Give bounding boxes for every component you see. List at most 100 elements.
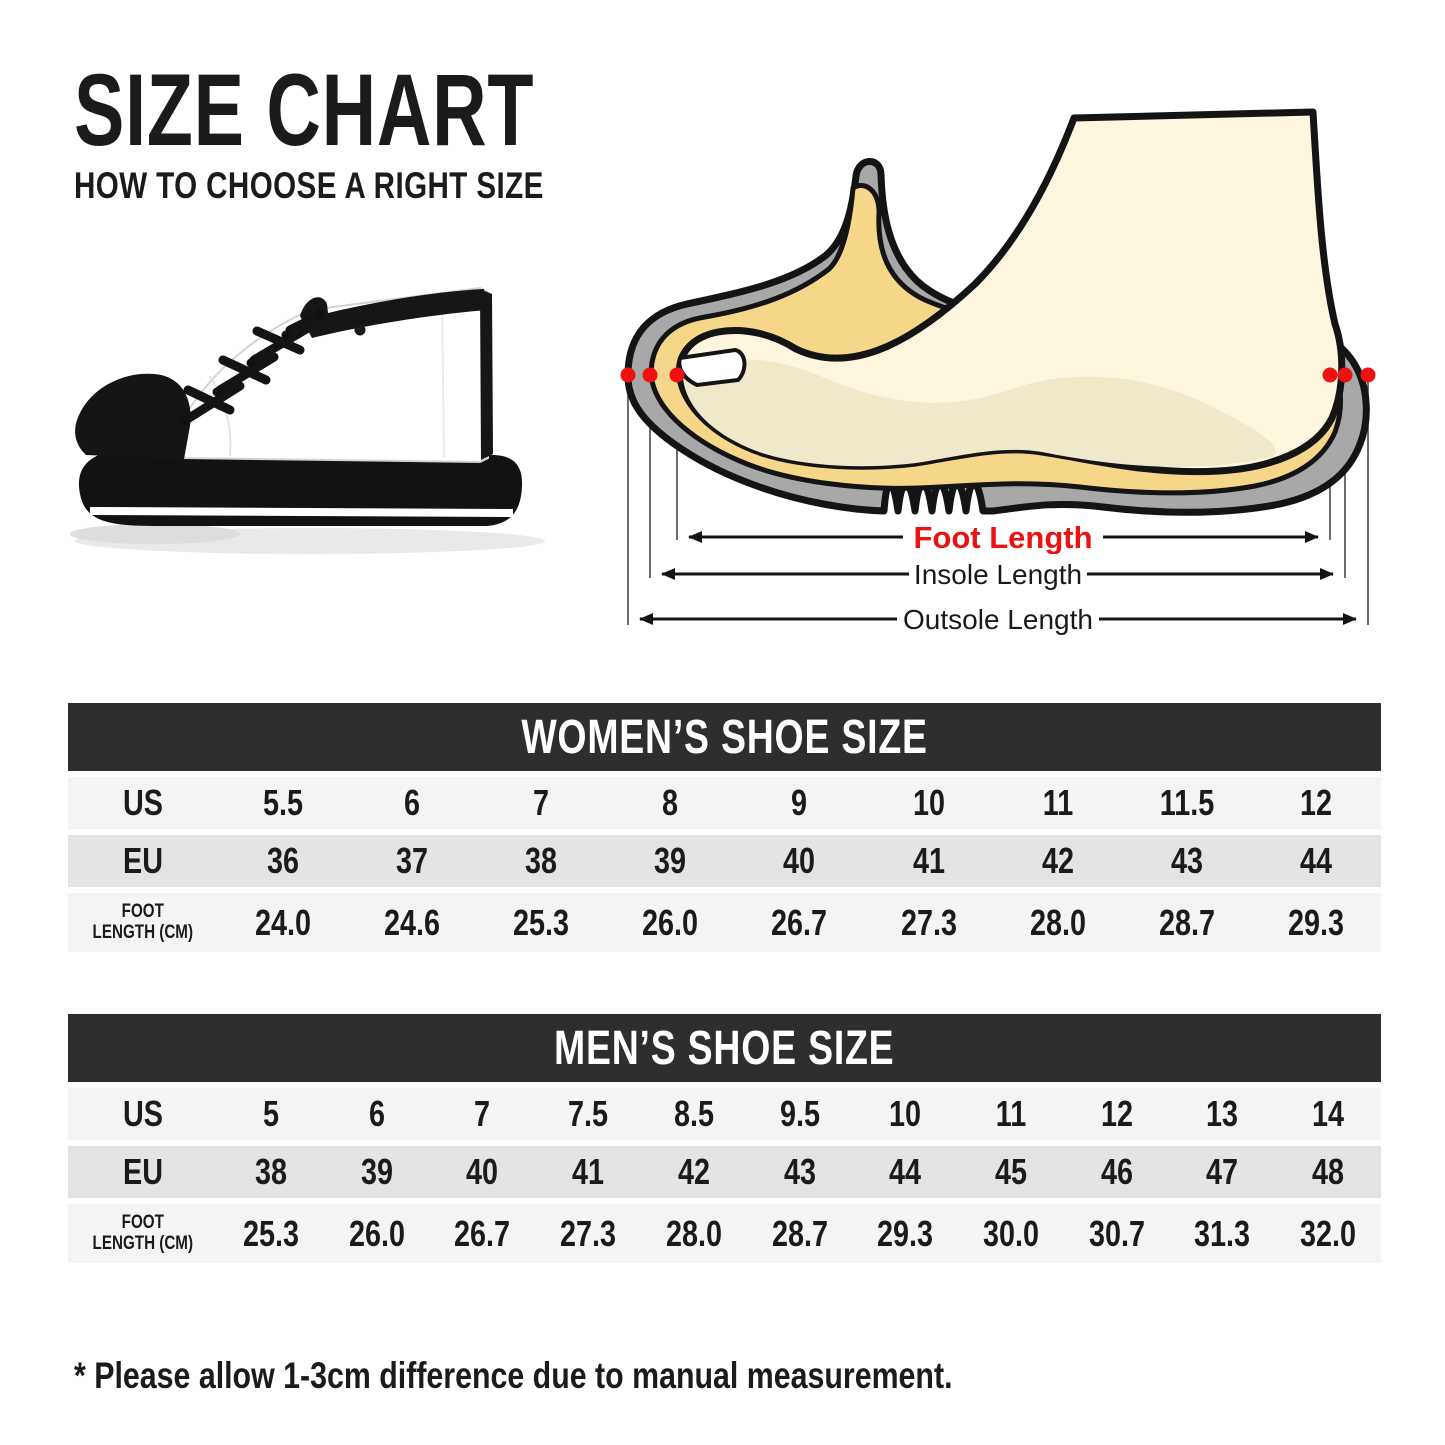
size-value: 10 <box>912 782 945 823</box>
size-row-foot-length-cm: FOOT LENGTH (CM) 24.0 24.6 25.3 26.0 26.7 27.3 2… <box>68 893 1381 952</box>
size-value: 26.0 <box>642 901 699 943</box>
size-value: 29.3 <box>1288 901 1345 943</box>
row-label-foot-length-cm: FOOT LENGTH (CM) <box>92 900 194 943</box>
size-value: 24.6 <box>383 901 440 943</box>
size-value: 11 <box>995 1093 1027 1134</box>
size-row-us: US 5.5 6 7 8 9 10 11 11.5 12 <box>68 777 1381 829</box>
row-label-eu: EU <box>122 840 163 881</box>
shoe-eyelets <box>179 309 324 426</box>
size-value: 25.3 <box>513 901 570 943</box>
shoe-laces <box>181 309 327 425</box>
womens-table-header: WOMEN’S SHOE SIZE <box>68 703 1381 771</box>
size-value: 32.0 <box>1300 1212 1357 1254</box>
size-value: 38 <box>525 840 558 881</box>
size-value: 5 <box>262 1093 279 1134</box>
size-value: 27.3 <box>560 1212 617 1254</box>
size-value: 26.7 <box>771 901 828 943</box>
size-value: 9.5 <box>779 1093 820 1134</box>
row-label-eu: EU <box>122 1151 163 1192</box>
mens-table-rows: US 5 6 7 7.5 8.5 9.5 10 11 12 13 14 EU 38 39 40 41 42 43 44… <box>68 1088 1381 1263</box>
size-row-eu: EU 36 37 38 39 40 41 42 43 44 <box>68 835 1381 887</box>
size-value: 46 <box>1100 1151 1133 1192</box>
size-value: 43 <box>1171 840 1204 881</box>
measurement-arrow-outsole-length: Outsole Length <box>639 599 1357 637</box>
size-value: 6 <box>403 782 420 823</box>
size-value: 42 <box>1041 840 1074 881</box>
size-value: 9 <box>791 782 808 823</box>
size-row-eu: EU 38 39 40 41 42 43 44 45 46 47 48 <box>68 1146 1381 1198</box>
insole-length-label: Insole Length <box>914 559 1082 590</box>
mens-table-title: MEN’S SHOE SIZE <box>554 1021 895 1075</box>
shoe-collar-trim <box>300 289 487 338</box>
foot-sole-shading <box>683 359 1276 467</box>
shoe-heel-strip <box>480 289 493 460</box>
size-value: 25.3 <box>242 1212 299 1254</box>
outsole-length-label: Outsole Length <box>903 604 1093 635</box>
size-value: 7 <box>474 1093 491 1134</box>
size-value: 37 <box>395 840 428 881</box>
size-value: 26.0 <box>348 1212 405 1254</box>
toenail-shape <box>677 347 747 388</box>
size-value: 11 <box>1042 782 1074 823</box>
size-value: 28.0 <box>1029 901 1086 943</box>
size-row-us: US 5 6 7 7.5 8.5 9.5 10 11 12 13 14 <box>68 1088 1381 1140</box>
measurement-arrow-foot-length: Foot Length <box>688 515 1319 557</box>
size-value: 24.0 <box>254 901 311 943</box>
size-value: 28.7 <box>1159 901 1216 943</box>
size-value: 13 <box>1206 1093 1239 1134</box>
size-value: 36 <box>266 840 299 881</box>
womens-size-table: WOMEN’S SHOE SIZE US 5.5 6 7 8 9 10 11 11.5 12 EU 3… <box>68 703 1381 952</box>
mens-table-header: MEN’S SHOE SIZE <box>68 1014 1381 1082</box>
measurement-arrow-insole-length: Insole Length <box>661 554 1334 592</box>
size-value: 42 <box>677 1151 710 1192</box>
measure-dots <box>620 367 1376 383</box>
size-value: 47 <box>1206 1151 1239 1192</box>
size-value: 30.0 <box>982 1212 1040 1254</box>
size-value: 8 <box>662 782 679 823</box>
page-subtitle: HOW TO CHOOSE A RIGHT SIZE <box>74 164 544 206</box>
size-row-foot-length-cm: FOOT LENGTH (CM) 25.3 26.0 26.7 27.3 28.0 28.7 2… <box>68 1204 1381 1263</box>
size-value: 14 <box>1312 1093 1345 1134</box>
womens-table-rows: US 5.5 6 7 8 9 10 11 11.5 12 EU 36 37 38 39 40 41 42 43 44 F… <box>68 777 1381 952</box>
foot-length-label: Foot Length <box>913 520 1092 555</box>
size-value: 39 <box>360 1151 393 1192</box>
size-value: 12 <box>1100 1093 1133 1134</box>
size-value: 40 <box>466 1151 499 1192</box>
size-value: 11.5 <box>1159 782 1215 823</box>
title-block: SIZE CHART HOW TO CHOOSE A RIGHT SIZE <box>74 53 696 207</box>
size-value: 5.5 <box>262 782 303 823</box>
sneaker-image <box>70 286 545 554</box>
size-value: 6 <box>368 1093 385 1134</box>
womens-table-title: WOMEN’S SHOE SIZE <box>521 710 928 764</box>
size-value: 40 <box>783 840 816 881</box>
size-value: 41 <box>912 840 945 881</box>
size-value: 45 <box>994 1151 1028 1192</box>
size-value: 43 <box>783 1151 816 1192</box>
size-value: 26.7 <box>454 1212 511 1254</box>
row-label-us: US <box>122 782 163 823</box>
size-value: 29.3 <box>877 1212 934 1254</box>
size-value: 7 <box>533 782 550 823</box>
size-value: 41 <box>572 1151 605 1192</box>
size-value: 28.0 <box>665 1212 722 1254</box>
measurement-disclaimer: * Please allow 1-3cm difference due to m… <box>74 1355 953 1396</box>
mens-size-table: MEN’S SHOE SIZE US 5 6 7 7.5 8.5 9.5 10 11 12 13 14… <box>68 1014 1381 1263</box>
size-value: 44 <box>889 1151 922 1192</box>
size-value: 48 <box>1312 1151 1345 1192</box>
shoe-sole-shape <box>78 449 523 526</box>
size-value: 7.5 <box>568 1093 609 1134</box>
size-value: 31.3 <box>1194 1212 1251 1254</box>
foot-measurement-diagram: Foot Length Insole Length Outsole Length <box>620 108 1376 637</box>
shoe-side-grommet <box>354 324 366 336</box>
size-value: 12 <box>1300 782 1333 823</box>
size-value: 10 <box>889 1093 922 1134</box>
size-value: 38 <box>254 1151 287 1192</box>
row-label-foot-length-cm: FOOT LENGTH (CM) <box>92 1211 194 1254</box>
size-value: 8.5 <box>673 1093 714 1134</box>
shoe-toe-cap <box>75 373 191 459</box>
size-value: 27.3 <box>900 901 957 943</box>
row-label-us: US <box>122 1093 163 1134</box>
size-value: 30.7 <box>1088 1212 1145 1254</box>
page-title: SIZE CHART <box>74 53 535 167</box>
